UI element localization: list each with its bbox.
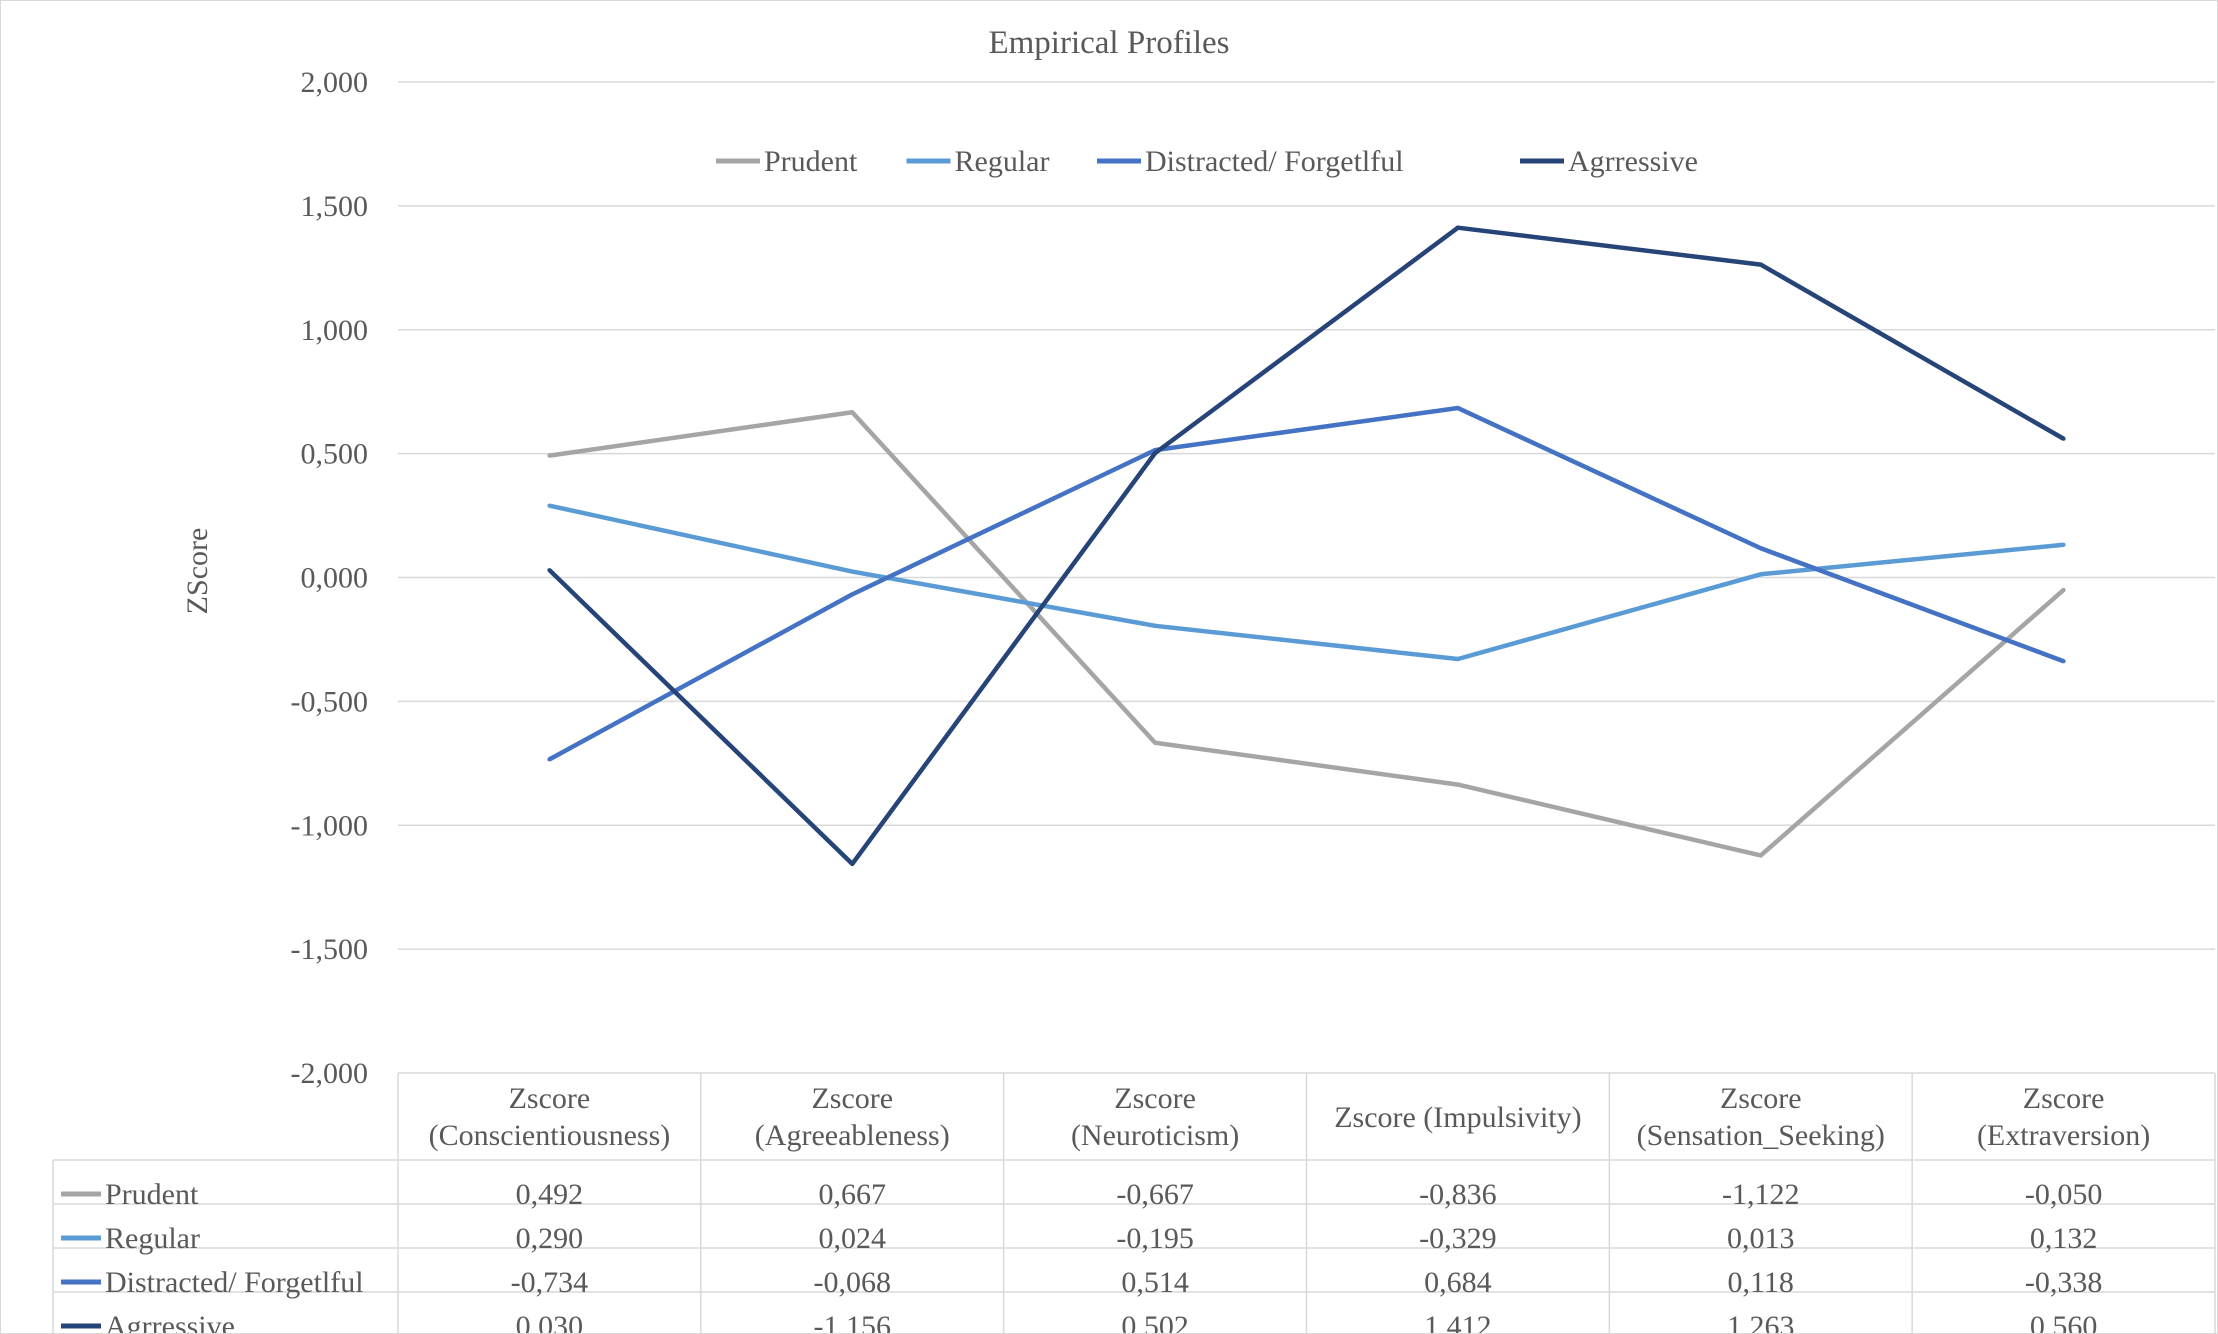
category-label: Zscore	[1114, 1082, 1196, 1115]
data-point	[547, 568, 552, 573]
y-tick-label: 1,000	[301, 314, 369, 347]
table-value: -0,338	[2025, 1266, 2103, 1299]
y-tick-label: 2,000	[301, 66, 369, 99]
data-point	[1153, 740, 1158, 745]
data-point	[2061, 436, 2066, 441]
table-value: -0,068	[814, 1266, 892, 1299]
category-label: (Conscientiousness)	[429, 1119, 671, 1152]
table-value: 0,024	[819, 1222, 887, 1255]
category-label: Zscore	[509, 1082, 591, 1115]
table-series-name: Agrressive	[105, 1310, 235, 1333]
y-axis-label: ZScore	[181, 528, 214, 615]
data-point	[1455, 225, 1460, 230]
y-tick-label: 0,000	[301, 562, 369, 595]
data-point	[1153, 623, 1158, 628]
data-point	[2061, 659, 2066, 664]
category-label: Zscore (Impulsivity)	[1334, 1101, 1581, 1134]
table-value: 0,290	[516, 1222, 584, 1255]
table-value: 0,118	[1728, 1266, 1794, 1299]
data-point	[1455, 657, 1460, 662]
table-value: 1,263	[1727, 1310, 1795, 1333]
y-tick-label: -1,000	[291, 809, 369, 842]
data-point	[1758, 262, 1763, 267]
table-value: 0,667	[819, 1178, 887, 1211]
data-point	[850, 569, 855, 574]
legend-label: Prudent	[764, 145, 858, 178]
y-tick-label: 0,500	[301, 438, 369, 471]
data-point	[2061, 587, 2066, 592]
data-point	[1153, 451, 1158, 456]
table-series-name: Distracted/ Forgetlful	[105, 1266, 364, 1299]
table-value: -0,734	[511, 1266, 589, 1299]
category-label: (Extraversion)	[1977, 1119, 2150, 1152]
category-label: Zscore	[811, 1082, 893, 1115]
data-point	[547, 453, 552, 458]
data-point	[1758, 572, 1763, 577]
table-value: 0,492	[516, 1178, 584, 1211]
data-point	[850, 592, 855, 597]
data-point	[850, 410, 855, 415]
table-value: 0,132	[2030, 1222, 2098, 1255]
y-tick-label: -1,500	[291, 933, 369, 966]
category-label: Zscore	[1720, 1082, 1802, 1115]
table-value: 1,412	[1424, 1310, 1492, 1333]
y-tick-label: -2,000	[291, 1057, 369, 1090]
category-label: (Neuroticism)	[1071, 1119, 1239, 1152]
category-label: (Agreeableness)	[755, 1119, 950, 1152]
legend-label: Regular	[955, 145, 1050, 178]
table-series-name: Regular	[105, 1222, 200, 1255]
table-value: -1,122	[1722, 1178, 1800, 1211]
data-point	[1758, 546, 1763, 551]
data-point	[1455, 782, 1460, 787]
table-value: 0,030	[516, 1310, 584, 1333]
table-value: -1,156	[814, 1310, 892, 1333]
data-point	[850, 861, 855, 866]
table-value: -0,667	[1116, 1178, 1194, 1211]
table-value: 0,514	[1121, 1266, 1189, 1299]
table-value: 0,502	[1121, 1310, 1189, 1333]
data-point	[2061, 542, 2066, 547]
data-point	[547, 757, 552, 762]
y-tick-label: -0,500	[291, 685, 369, 718]
category-label: (Sensation_Seeking)	[1637, 1119, 1885, 1152]
table-value: -0,329	[1419, 1222, 1497, 1255]
table-value: -0,195	[1116, 1222, 1194, 1255]
chart-title: Empirical Profiles	[988, 25, 1229, 61]
y-tick-label: 1,500	[301, 190, 369, 223]
legend-label: Agrressive	[1568, 145, 1698, 178]
series-line	[547, 225, 2065, 867]
table-value: -0,050	[2025, 1178, 2103, 1211]
series-line	[548, 405, 2065, 762]
category-label: Zscore	[2023, 1082, 2105, 1115]
legend-label: Distracted/ Forgetlful	[1145, 145, 1404, 178]
series-line	[549, 410, 2066, 858]
data-point	[1455, 406, 1460, 411]
table-series-name: Prudent	[105, 1178, 199, 1211]
table-value: 0,560	[2030, 1310, 2098, 1333]
table-value: 0,013	[1727, 1222, 1795, 1255]
table-value: -0,836	[1419, 1178, 1497, 1211]
table-value: 0,684	[1424, 1266, 1492, 1299]
data-point	[547, 503, 552, 508]
data-point	[1758, 853, 1763, 858]
